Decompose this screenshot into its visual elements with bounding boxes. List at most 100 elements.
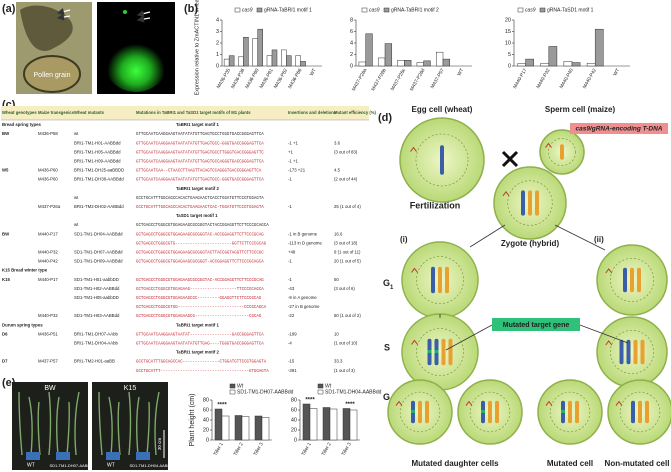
y-tick-label: 0 [294,437,297,443]
bar [563,61,573,67]
mutation-mark [427,350,432,353]
y-tick-label: 0 [206,437,209,443]
table-cell: D6 [2,331,8,336]
tdna-box [570,123,668,134]
plant-stem [18,391,23,456]
table-cell: BRI1-TM1-H01-AABBdd [74,140,121,145]
bar [223,58,230,67]
table-cell: -4 [288,341,292,346]
chromosome [438,266,442,294]
chromosome [619,339,624,365]
table-cell: 10 [334,331,339,336]
sequence: GCTGAGCCTGGGCGTGGAGAAGCGCGGGTACTACCGGAGG… [136,224,269,228]
y-tick-label: 40 [203,417,209,423]
chromosome [448,338,453,366]
legend-label: Wt [325,383,332,389]
mutation-mark [481,410,485,413]
table-cell: M436-P60 [38,168,58,173]
table-cell: wt [74,222,79,227]
table-cell: -1 in B genome [288,231,318,236]
x-tick-label: M436-P60 [244,67,260,89]
sequence: GCTGAGCCTGGGCGTGGAGAAGCGCGGGT-ACCGGAGGTT… [136,261,264,265]
cas9-icon [605,340,613,346]
table-cell: (1 out of 10) [334,341,358,346]
legend-swatch [539,7,546,13]
y-tick-label: 60 [203,407,209,413]
y-tick-label: 4 [350,40,353,46]
bar [302,403,311,441]
bar [228,55,235,67]
legend-label: gRNA-TaBRI1 motif 1 [264,7,312,13]
plant-stem [56,396,60,456]
sequence: GCTGAGCCTGGGCGTG-----------------------G… [136,242,267,246]
x-tick-label: WT [309,68,318,78]
panel-label: (b) [184,3,198,15]
connector [554,224,606,251]
legend-label: Wt [237,383,244,389]
chromosome [630,267,634,293]
table-cell: M440-P42 [38,259,58,264]
table-cell: M436-P51 [38,331,58,336]
table-cell: 3.6 [334,140,341,145]
x-tick-label: Tiller 2 [321,441,333,457]
legend-swatch [383,7,390,13]
table-cell: M437-P57 [38,359,58,364]
cell [493,166,567,240]
connector [469,224,506,248]
table-cell: 4.5 [334,168,341,173]
sequence: GTTGCAATCAAGGAAGTAATAT-----------------G… [136,333,264,337]
table-cell: -391 [288,368,297,373]
x-tick-label: M436-P62 [273,67,289,89]
bar [214,408,223,441]
x-tick-label: M436-P36 [230,67,246,89]
chromosome [626,339,631,365]
x-tick-label: Tiller 3 [253,441,265,457]
x-tick-label: Tiller 3 [341,441,353,457]
sequence: GCCTGCATTTGGCAGCCACACTGAAGAACTCAC-TGGATG… [136,206,264,210]
table-cell: BRI1-TM2-H01-aaBB [74,359,115,364]
y-tick-label: 8 [350,17,353,23]
table-cell: -173 +21 [288,168,306,173]
chromosome [631,400,635,424]
legend-label: cas9 [525,7,536,13]
cell [387,379,453,445]
cas9-icon [410,146,417,152]
table-cell: BW [2,231,10,236]
table-cell: TaBRI1 target motif 2 [176,350,220,355]
bar [281,49,287,67]
bar [300,61,306,67]
table-cell: -1 +1 [288,159,299,164]
scale-label: 30 cm [157,438,162,451]
table-cell: BRI1-TM1-H05-AABBdd [74,149,121,154]
sequence: GTTGCAATCAAGGAAGTAATATATGTTGAGTGCC-GGGTG… [136,179,264,183]
legend-swatch [517,7,524,13]
chromosome [623,267,627,293]
table-header: Maize transgenics [38,110,75,115]
bar [342,408,351,441]
table-cell: TaBRI1 target motif 1 [176,322,220,327]
bar [243,37,249,67]
plant-stem [48,391,52,456]
phase-label: G1 [383,278,394,290]
panel-label: (a) [2,3,16,15]
x-tick-label: M437-P26d [409,67,427,92]
table-cell: BRI1-TM1-DH25-aaBBDD [74,168,124,173]
table-cell: BW [2,131,10,136]
nucleus [507,180,553,226]
bar [525,58,534,67]
cell [596,316,668,388]
panel-label: (d) [378,112,392,124]
table-cell: (3 out of 6) [334,286,355,291]
mutation-mark [561,410,565,413]
legend-label: SD1-TM1-DH04-AABBdd [325,389,382,395]
table-cell: (2 out of 44) [334,177,358,182]
legend-label: cas9 [369,7,380,13]
sequence: GTTGCAATCAA--CTAACCTTAAGTTACAGTCCAGGGTGA… [136,170,262,174]
chromosome [568,400,572,424]
x-tick-label: WT [612,68,621,78]
sequence: GCTGAGCCTGGGCGTGGAGAAGCGCGGGTACTTACCGGTA… [136,251,264,255]
legend-label: gRNA-TaBRI1 motif 2 [391,7,439,13]
mutation-mark [434,350,439,353]
y-tick-label: 0 [350,63,353,69]
table-cell: -1 [288,259,292,264]
